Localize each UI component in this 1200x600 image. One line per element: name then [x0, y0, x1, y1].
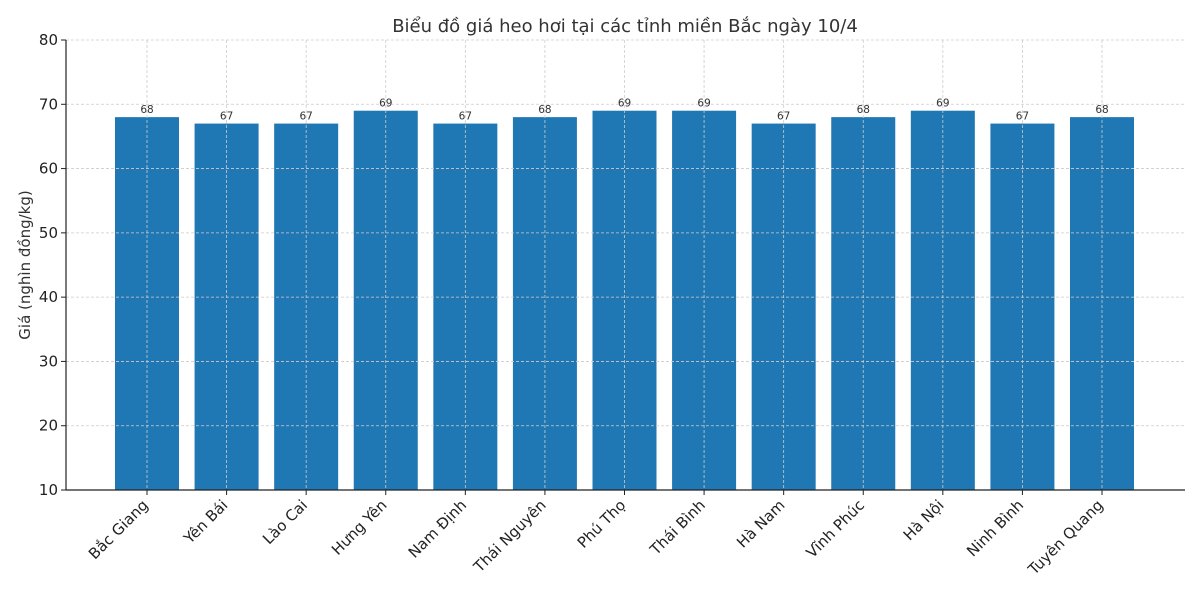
x-tick-label: Vĩnh Phúc — [803, 496, 868, 561]
x-tick-label: Tuyên Quang — [1024, 496, 1107, 579]
y-tick-label: 70 — [39, 95, 58, 113]
bar-value-label: 68 — [538, 104, 551, 116]
bar-value-label: 68 — [140, 104, 153, 116]
y-axis: 10 20 30 40 50 60 70 80 — [39, 31, 67, 499]
x-tick-label: Yên Bái — [180, 496, 232, 548]
y-tick-label: 40 — [39, 288, 58, 306]
bar-value-label: 69 — [379, 98, 392, 110]
y-tick-label: 30 — [39, 352, 58, 370]
bar-value-label: 67 — [220, 111, 233, 123]
bar-value-label: 69 — [936, 98, 949, 110]
x-tick-label: Phú Thọ — [574, 496, 630, 552]
x-tick-label: Thái Nguyên — [469, 496, 549, 576]
y-tick-label: 60 — [39, 160, 58, 178]
x-tick-label: Bắc Giang — [85, 496, 152, 563]
x-tick-label: Lào Cai — [259, 496, 311, 548]
bar-value-label: 67 — [459, 111, 472, 123]
x-tick-label: Thái Bình — [646, 496, 709, 559]
bar-value-label: 68 — [857, 104, 870, 116]
bar — [1070, 117, 1134, 491]
y-tick-label: 50 — [39, 224, 58, 242]
bar — [115, 117, 179, 491]
bar — [512, 117, 577, 491]
bar-value-label: 69 — [618, 98, 631, 110]
chart-title: Biểu đồ giá heo hơi tại các tỉnh miền Bắ… — [392, 16, 858, 37]
bar-value-label: 67 — [1016, 111, 1029, 123]
bar-value-label: 67 — [299, 111, 312, 123]
bar-value-label: 69 — [697, 98, 710, 110]
y-tick-label: 80 — [39, 31, 58, 49]
x-tick-label: Hà Nội — [900, 496, 948, 544]
y-axis-title: Giá (nghìn đồng/kg) — [16, 190, 34, 339]
gridlines — [66, 39, 1185, 490]
x-tick-label: Nam Định — [405, 496, 470, 561]
bar-value-label: 68 — [1095, 104, 1108, 116]
bar — [831, 117, 896, 491]
y-tick-label: 20 — [39, 417, 58, 435]
x-tick-label: Hà Nam — [733, 496, 788, 551]
y-tick-label: 10 — [39, 481, 58, 499]
bar-value-labels: 68 67 67 69 67 68 69 69 67 68 69 67 68 — [140, 98, 1108, 123]
bar-value-label: 67 — [777, 111, 790, 123]
x-tick-label: Ninh Bình — [963, 496, 1027, 560]
x-axis: Bắc Giang Yên Bái Lào Cai Hưng Yên Nam Định T… — [66, 489, 1185, 579]
x-tick-label: Hưng Yên — [328, 496, 391, 559]
